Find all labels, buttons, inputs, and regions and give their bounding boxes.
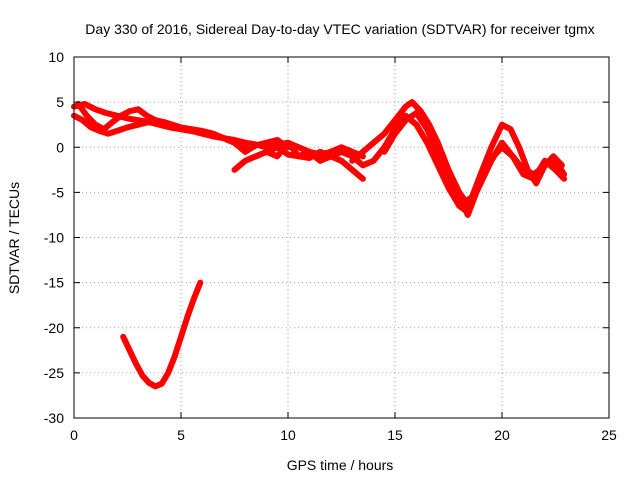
y-tick-label: 0 <box>56 139 64 155</box>
x-tick-label: 20 <box>494 427 510 443</box>
y-tick-label: -25 <box>44 365 64 381</box>
x-tick-label: 0 <box>70 427 78 443</box>
y-tick-label: -15 <box>44 275 64 291</box>
x-tick-label: 5 <box>177 427 185 443</box>
series-dip-arc <box>120 279 204 390</box>
x-axis-label: GPS time / hours <box>287 457 394 473</box>
series-track-c <box>75 100 249 151</box>
x-tick-label: 10 <box>280 427 296 443</box>
y-tick-label: -30 <box>44 410 64 426</box>
y-tick-label: 5 <box>56 94 64 110</box>
y-tick-label: -10 <box>44 230 64 246</box>
chart-title: Day 330 of 2016, Sidereal Day-to-day VTE… <box>85 21 594 37</box>
axis-ticks: 0 5 10 15 20 25 10 5 0 -5 -10 -15 -20 -25 -30 <box>44 49 617 443</box>
data-series <box>71 99 568 390</box>
grid-lines <box>74 57 609 418</box>
y-tick-label: -20 <box>44 320 64 336</box>
x-tick-label: 15 <box>387 427 403 443</box>
y-tick-label: 10 <box>48 49 64 65</box>
y-tick-label: -5 <box>52 184 65 200</box>
x-tick-label: 25 <box>601 427 617 443</box>
y-axis-label: SDTVAR / TECUs <box>6 182 22 294</box>
series-track-g <box>381 110 568 218</box>
